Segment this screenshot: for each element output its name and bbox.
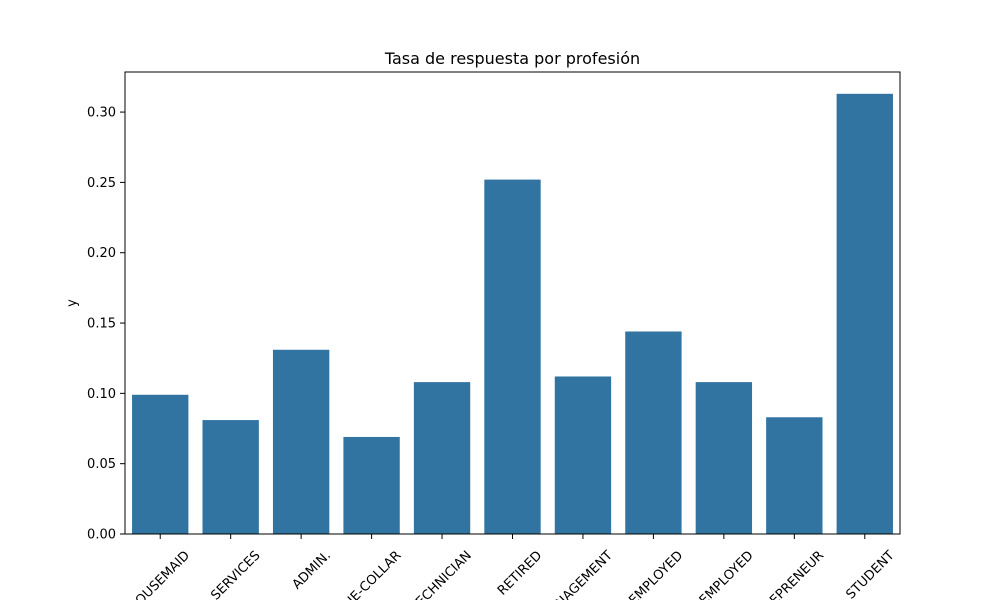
bar-self-employed bbox=[695, 382, 753, 534]
bar-housemaid bbox=[132, 394, 189, 534]
y-tick-label: 0.05 bbox=[87, 457, 116, 472]
x-tick-label: ADMIN. bbox=[290, 548, 334, 592]
y-tick-label: 0.25 bbox=[87, 176, 116, 191]
y-tick-label: 0.20 bbox=[87, 246, 116, 261]
x-tick-label: EMPLOYED bbox=[697, 548, 757, 600]
bars bbox=[132, 93, 893, 535]
bar-technician bbox=[413, 382, 471, 534]
x-tick-label: JE-COLLAR bbox=[344, 548, 404, 600]
bar-blue-collar bbox=[343, 436, 400, 534]
bar-student bbox=[836, 93, 893, 535]
bar-entrepreneur bbox=[766, 417, 823, 534]
bar-unemployed bbox=[625, 331, 682, 534]
x-tick-label: SERVICES bbox=[208, 548, 263, 600]
x-tick-label: OUSEMAID bbox=[133, 548, 193, 600]
y-axis: 0.00 0.05 0.10 0.15 0.20 0.25 0.30 bbox=[87, 106, 125, 543]
bar-admin bbox=[272, 349, 330, 534]
y-tick-label: 0.00 bbox=[87, 528, 116, 543]
x-tick-label: ECHNICIAN bbox=[413, 548, 475, 600]
x-tick-label: STUDENT bbox=[843, 548, 897, 600]
x-tick-label: RETIRED bbox=[495, 548, 545, 598]
bar-management bbox=[554, 376, 612, 534]
y-tick-label: 0.30 bbox=[87, 106, 116, 121]
bar-services bbox=[202, 420, 259, 534]
x-tick-label: NAGEMENT bbox=[553, 548, 616, 600]
bar-retired bbox=[484, 179, 541, 534]
x-axis: OUSEMAID SERVICES ADMIN. JE-COLLAR ECHNICIAN… bbox=[133, 534, 898, 600]
y-tick-label: 0.10 bbox=[87, 387, 116, 402]
chart-title: Tasa de respuesta por profesión bbox=[384, 49, 640, 68]
y-tick-label: 0.15 bbox=[87, 317, 116, 332]
x-tick-label: EPRENEUR bbox=[767, 548, 827, 600]
y-axis-label: y bbox=[65, 299, 80, 307]
x-tick-label: EMPLOYED bbox=[626, 548, 686, 600]
